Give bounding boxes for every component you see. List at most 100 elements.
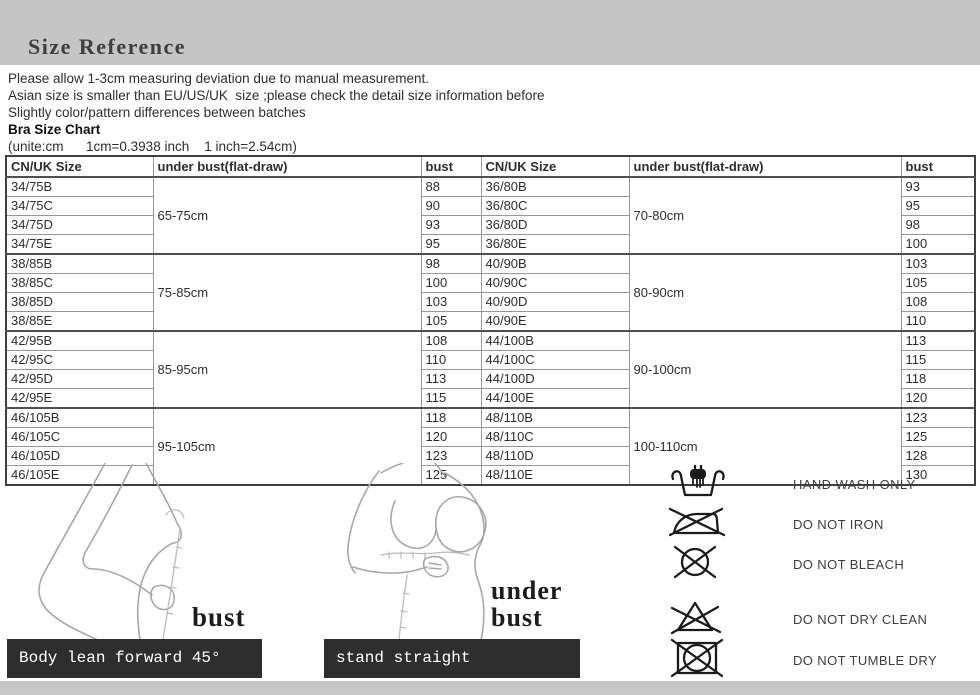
care-item-do-not-iron: DO NOT IRON — [668, 507, 884, 542]
table-cell: 130 — [900, 465, 976, 486]
table-cell: 118 — [900, 369, 976, 389]
table-cell: 108 — [900, 292, 976, 312]
table-cell: 38/85D — [5, 292, 154, 312]
table-cell: 46/105C — [5, 427, 154, 447]
bra-size-table: CN/UK Size under bust(flat-draw) bust CN… — [5, 155, 976, 486]
care-item-do-not-bleach: DO NOT BLEACH — [668, 545, 905, 584]
table-cell: 44/100D — [480, 369, 630, 389]
table-cell: 40/90C — [480, 273, 630, 293]
table-cell: 90 — [420, 196, 482, 216]
table-cell: 46/105B — [5, 407, 154, 428]
table-cell: 105 — [420, 311, 482, 332]
table-cell: 42/95E — [5, 388, 154, 409]
table-row: 42/95C 110 44/100C 115 — [5, 350, 976, 370]
table-cell: 36/80D — [480, 215, 630, 235]
care-item-do-not-dry-clean: DO NOT DRY CLEAN — [668, 601, 927, 637]
table-cell: 93 — [900, 176, 976, 197]
table-cell: 48/110D — [480, 446, 630, 466]
table-cell: 36/80B — [480, 176, 630, 197]
table-row: 34/75D 93 36/80D 98 — [5, 215, 976, 235]
table-row: 34/75B 65-75cm 88 36/80B 70-80cm 93 — [5, 176, 976, 255]
col-header-cn-uk-size-left: CN/UK Size — [5, 155, 154, 178]
table-cell: 46/105E — [5, 465, 154, 486]
table-cell: 120 — [420, 427, 482, 447]
table-cell: 34/75E — [5, 234, 154, 255]
table-row: 46/105B 95-105cm 118 48/110B 100-110cm 123 — [5, 407, 976, 486]
table-row: 38/85E 105 40/90E 110 — [5, 311, 976, 332]
table-row: 42/95B 85-95cm 108 44/100B 90-100cm 113 — [5, 330, 976, 409]
table-cell: 110 — [900, 311, 976, 332]
care-label: DO NOT BLEACH — [793, 556, 905, 572]
table-row: 38/85B 75-85cm 98 40/90B 80-90cm 103 — [5, 253, 976, 332]
under-bust-label: under bust — [491, 577, 562, 631]
table-cell: 123 — [420, 446, 482, 466]
header-band: Size Reference — [0, 0, 980, 65]
table-cell: 44/100E — [480, 388, 630, 409]
table-cell: 34/75D — [5, 215, 154, 235]
table-cell: 48/110B — [480, 407, 630, 428]
figure-bust-measurement — [38, 463, 185, 640]
table-cell: 125 — [900, 427, 976, 447]
note-color-differences: Slightly color/pattern differences betwe… — [8, 105, 306, 120]
care-label: HAND WASH ONLY — [793, 476, 916, 492]
care-label: DO NOT IRON — [793, 516, 884, 532]
table-cell: 40/90E — [480, 311, 630, 332]
under-bust-label-line2: bust — [491, 603, 543, 632]
care-label: DO NOT DRY CLEAN — [793, 611, 928, 627]
under-bust-label-line1: under — [491, 576, 563, 605]
table-cell: 40/90B — [480, 253, 630, 274]
table-cell: 98 — [900, 215, 976, 235]
table-cell: 98 — [420, 253, 482, 274]
table-cell: 75-85cm — [152, 253, 422, 332]
table-cell: 128 — [900, 446, 976, 466]
table-cell: 95 — [420, 234, 482, 255]
note-asian-size: Asian size is smaller than EU/US/UK size… — [8, 88, 545, 103]
table-row: 38/85C 100 40/90C 105 — [5, 273, 976, 293]
page-title: Size Reference — [28, 34, 187, 59]
table-cell: 85-95cm — [152, 330, 422, 409]
col-header-bust-right: bust — [900, 155, 976, 178]
table-cell: 48/110C — [480, 427, 630, 447]
table-cell: 108 — [420, 330, 482, 351]
table-cell: 113 — [900, 330, 976, 351]
table-row: 38/85D 103 40/90D 108 — [5, 292, 976, 312]
table-row: 42/95E 115 44/100E 120 — [5, 388, 976, 409]
table-cell: 90-100cm — [628, 330, 902, 409]
table-cell: 120 — [900, 388, 976, 409]
care-item-hand-wash: HAND WASH ONLY — [668, 463, 916, 504]
note-measuring-deviation: Please allow 1-3cm measuring deviation d… — [8, 71, 429, 86]
table-cell: 88 — [420, 176, 482, 197]
col-header-cn-uk-size-right: CN/UK Size — [480, 155, 630, 178]
table-cell: 113 — [420, 369, 482, 389]
pose-box-lean-forward: Body lean forward 45° — [7, 639, 262, 678]
table-cell: 100 — [420, 273, 482, 293]
table-cell: 34/75C — [5, 196, 154, 216]
care-item-do-not-tumble-dry: DO NOT TUMBLE DRY — [668, 638, 938, 680]
hand-wash-icon — [668, 463, 726, 504]
table-cell: 103 — [900, 253, 976, 274]
bust-label: bust — [192, 602, 246, 632]
table-cell: 95 — [900, 196, 976, 216]
care-label: DO NOT TUMBLE DRY — [793, 652, 938, 668]
table-cell: 115 — [420, 388, 482, 409]
table-cell: 38/85C — [5, 273, 154, 293]
pose-box-stand-straight: stand straight — [324, 639, 580, 678]
table-row: 46/105D 123 48/110D 128 — [5, 446, 976, 466]
table-cell: 123 — [900, 407, 976, 428]
table-cell: 48/110E — [480, 465, 630, 486]
table-cell: 100 — [900, 234, 976, 255]
col-header-under-bust-right: under bust(flat-draw) — [628, 155, 902, 178]
table-cell: 93 — [420, 215, 482, 235]
table-cell: 42/95D — [5, 369, 154, 389]
col-header-under-bust-left: under bust(flat-draw) — [152, 155, 422, 178]
do-not-bleach-icon — [668, 545, 726, 584]
figure-underbust-measurement — [347, 463, 487, 640]
table-row: 46/105E 125 48/110E 130 — [5, 465, 976, 486]
table-cell: 42/95B — [5, 330, 154, 351]
table-cell: 80-90cm — [628, 253, 902, 332]
do-not-iron-icon — [668, 507, 726, 542]
table-cell: 118 — [420, 407, 482, 428]
table-cell: 115 — [900, 350, 976, 370]
table-cell: 110 — [420, 350, 482, 370]
